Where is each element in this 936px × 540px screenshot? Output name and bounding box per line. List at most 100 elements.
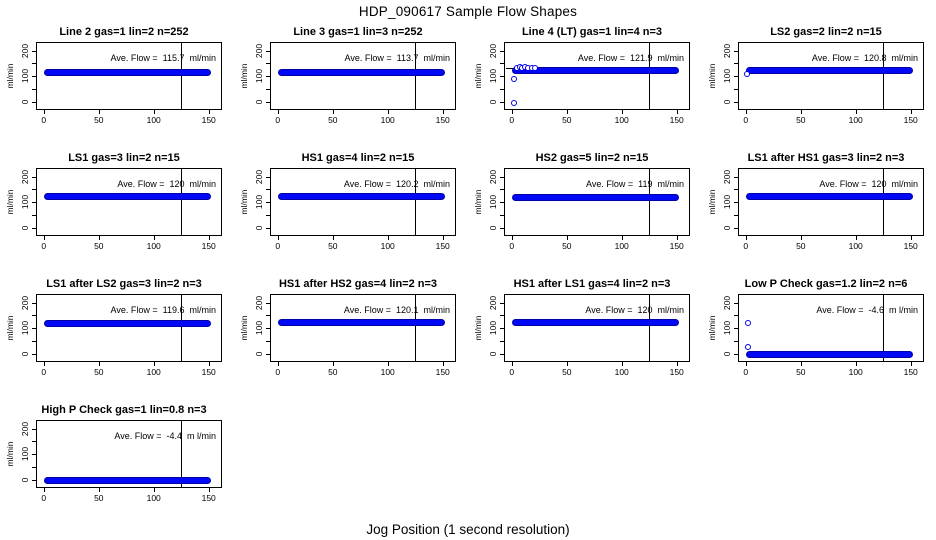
- y-axis-tick-label: 100: [254, 194, 264, 210]
- x-axis-tick-label: 100: [146, 115, 161, 125]
- plot-area: Ave. Flow = 120.2 ml/min: [270, 168, 456, 236]
- x-axis-tick: [855, 362, 857, 366]
- y-axis-tick-label: 200: [488, 43, 498, 58]
- y-axis-tick: [32, 466, 36, 468]
- panel-title: HS1 gas=4 lin=2 n=15: [301, 152, 415, 164]
- y-axis-tick: [32, 176, 36, 178]
- ave-flow-annotation: Ave. Flow = 119.6 ml/min: [110, 305, 216, 315]
- y-axis-tick-label: 0: [488, 351, 498, 356]
- y-axis-unit-label: ml/min: [707, 189, 717, 215]
- y-axis-tick: [500, 302, 504, 304]
- x-axis-tick: [676, 236, 678, 240]
- ave-flow-annotation: Ave. Flow = 120.2 ml/min: [343, 179, 450, 189]
- y-axis-tick: [734, 76, 738, 77]
- x-axis-tick-label: 150: [903, 367, 918, 377]
- x-axis-tick-label: 50: [94, 367, 104, 377]
- x-axis-tick: [43, 488, 45, 492]
- marker-line: [415, 295, 417, 361]
- flow-data-band: [43, 68, 211, 76]
- plot-area: Ave. Flow = 120 ml/min: [738, 168, 924, 236]
- y-axis-tick-label: 100: [488, 320, 498, 336]
- y-axis-unit-label: ml/min: [5, 315, 15, 341]
- ave-flow-annotation: Ave. Flow = 120.8 ml/min: [811, 53, 918, 63]
- x-axis-tick: [910, 362, 912, 366]
- flow-data-band: [511, 193, 679, 201]
- y-axis-tick: [500, 50, 504, 52]
- flow-panel: Low P Check gas=1.2 lin=2 n=6 ml/min Ave…: [702, 272, 936, 398]
- y-axis-tick: [734, 202, 738, 203]
- y-axis-tick-label: 200: [20, 43, 30, 58]
- x-axis-tick: [153, 110, 155, 114]
- y-axis-tick: [266, 328, 270, 329]
- x-axis-tick-label: 0: [743, 367, 749, 377]
- y-axis-tick-label: 200: [20, 169, 30, 184]
- x-axis-tick-label: 150: [669, 115, 684, 125]
- flow-panel: LS1 after LS2 gas=3 lin=2 n=3 ml/min Ave…: [0, 272, 234, 398]
- plot-area: Ave. Flow = 115.7 ml/min: [36, 42, 222, 110]
- x-axis-tick-label: 0: [41, 493, 47, 503]
- panel-title: LS1 after LS2 gas=3 lin=2 n=3: [46, 278, 202, 290]
- y-axis-tick-label: 0: [20, 225, 30, 230]
- x-axis-tick: [153, 236, 155, 240]
- x-axis-tick-label: 50: [562, 115, 572, 125]
- x-axis-tick-label: 0: [275, 367, 281, 377]
- flow-data-band: [277, 193, 445, 201]
- x-axis-tick: [277, 236, 279, 240]
- y-axis-unit-label: ml/min: [707, 315, 717, 341]
- y-axis-tick: [32, 340, 36, 342]
- marker-line: [181, 169, 183, 235]
- marker-line: [415, 169, 417, 235]
- y-axis-tick: [266, 63, 270, 65]
- flow-data-band: [277, 69, 445, 76]
- y-axis-unit-label: ml/min: [473, 315, 483, 341]
- y-axis-tick: [500, 315, 504, 317]
- x-axis-tick-label: 50: [562, 241, 572, 251]
- x-axis-tick-label: 150: [435, 241, 450, 251]
- panel-title: HS1 after LS1 gas=4 lin=2 n=3: [513, 278, 671, 290]
- y-axis-tick: [734, 88, 738, 90]
- x-axis-tick-label: 150: [903, 115, 918, 125]
- y-axis-tick-label: 0: [722, 225, 732, 230]
- marker-line: [649, 295, 651, 361]
- ave-flow-annotation: Ave. Flow = 113.7 ml/min: [344, 53, 450, 63]
- marker-line: [883, 295, 885, 361]
- x-axis-tick: [910, 236, 912, 240]
- x-axis-tick: [855, 236, 857, 240]
- x-axis-tick: [511, 362, 513, 366]
- x-axis-tick-label: 100: [614, 115, 629, 125]
- ave-flow-annotation: Ave. Flow = 120 ml/min: [585, 305, 684, 315]
- x-axis-tick-label: 50: [796, 241, 806, 251]
- x-axis-tick: [387, 236, 389, 240]
- y-axis-unit-label: ml/min: [239, 189, 249, 215]
- panel-title: Low P Check gas=1.2 lin=2 n=6: [744, 278, 908, 290]
- y-axis-tick-label: 0: [20, 351, 30, 356]
- y-axis-tick: [500, 227, 504, 229]
- panel-title: HS1 after HS2 gas=4 lin=2 n=3: [278, 278, 438, 290]
- y-axis-tick: [32, 202, 36, 203]
- x-axis-tick: [208, 488, 210, 492]
- y-axis-tick: [500, 63, 504, 65]
- x-axis-tick-label: 150: [669, 241, 684, 251]
- y-axis-unit-label: ml/min: [5, 189, 15, 215]
- y-axis-tick-label: 200: [20, 295, 30, 310]
- y-axis-unit-label: ml/min: [239, 63, 249, 89]
- y-axis-tick: [32, 101, 36, 103]
- x-axis-tick-label: 150: [201, 493, 216, 503]
- y-axis-tick-label: 200: [722, 43, 732, 58]
- y-axis-tick: [266, 202, 270, 203]
- y-axis-unit-label: ml/min: [239, 315, 249, 341]
- y-axis-unit-label: ml/min: [473, 189, 483, 215]
- x-axis-tick: [98, 236, 100, 240]
- flow-panel: High P Check gas=1 lin=0.8 n=3 ml/min Av…: [0, 398, 234, 524]
- x-axis-tick: [43, 236, 45, 240]
- x-axis-tick-label: 0: [41, 115, 47, 125]
- ave-flow-annotation: Ave. Flow = -4.6 m l/min: [816, 305, 918, 315]
- flow-panel: LS1 after HS1 gas=3 lin=2 n=3 ml/min Ave…: [702, 146, 936, 272]
- x-axis-tick: [511, 236, 513, 240]
- flow-panel: LS1 gas=3 lin=2 n=15 ml/min Ave. Flow = …: [0, 146, 234, 272]
- flow-data-band: [43, 477, 211, 485]
- outlier-point: [745, 344, 751, 351]
- y-axis-tick: [266, 189, 270, 191]
- y-axis-tick-label: 0: [488, 225, 498, 230]
- x-axis-label: Jog Position (1 second resolution): [366, 522, 570, 537]
